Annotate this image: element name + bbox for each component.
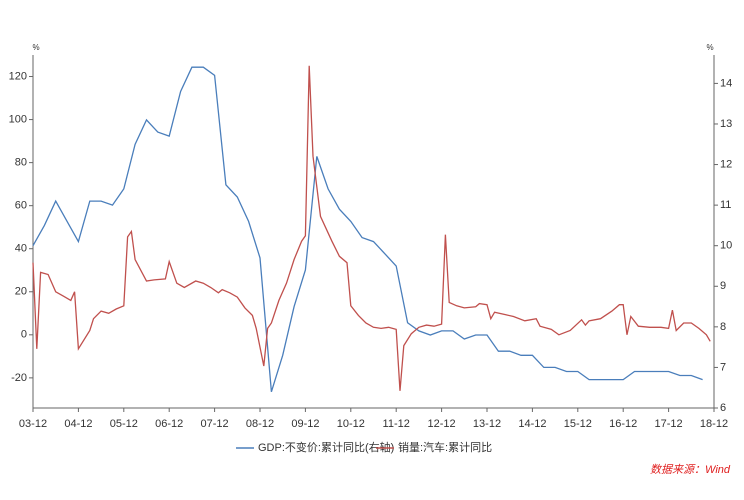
y-tick-label: 40 [15, 243, 27, 255]
y-tick-label: 0 [21, 329, 27, 341]
x-tick-label: 07-12 [201, 418, 229, 430]
y-tick-label: 100 [9, 113, 27, 125]
y-tick-label: 120 [9, 70, 27, 82]
x-tick-label: 06-12 [155, 418, 183, 430]
x-tick-label: 08-12 [246, 418, 274, 430]
y2-tick-label: 12 [720, 158, 732, 170]
x-tick-label: 12-12 [428, 418, 456, 430]
y2-tick-label: 14 [720, 77, 732, 89]
legend-label: GDP:不变价:累计同比(右轴) [258, 440, 394, 454]
y2-tick-label: 9 [720, 280, 726, 292]
y2-tick-label: 7 [720, 361, 726, 373]
x-tick-label: 10-12 [337, 418, 365, 430]
y-tick-label: 80 [15, 157, 27, 169]
y-tick-label: -20 [11, 372, 27, 384]
y2-tick-label: 11 [720, 199, 731, 211]
y2-tick-label: 6 [720, 402, 726, 414]
series-line [32, 65, 711, 391]
y2-tick-label: 10 [720, 240, 732, 252]
legend-label: 销量:汽车:累计同比 [398, 440, 492, 454]
y-tick-label: 20 [15, 286, 27, 298]
x-tick-label: 15-12 [564, 418, 592, 430]
y2-axis-unit: % [706, 43, 713, 52]
x-tick-label: 17-12 [655, 418, 683, 430]
series-line [32, 66, 703, 392]
x-tick-label: 16-12 [609, 418, 637, 430]
source: 数据来源：Wind [650, 463, 731, 476]
x-tick-label: 05-12 [110, 418, 138, 430]
y2-tick-label: 8 [720, 321, 726, 333]
y-tick-label: 60 [15, 200, 27, 212]
x-tick-label: 09-12 [291, 418, 319, 430]
y2-tick-label: 13 [720, 118, 732, 130]
x-tick-label: 13-12 [473, 418, 501, 430]
y-axis-unit: % [32, 43, 39, 52]
x-tick-label: 03-12 [19, 418, 47, 430]
x-tick-label: 14-12 [518, 418, 546, 430]
x-tick-label: 04-12 [64, 418, 92, 430]
x-tick-label: 11-12 [383, 418, 410, 430]
x-tick-label: 18-12 [700, 418, 728, 430]
